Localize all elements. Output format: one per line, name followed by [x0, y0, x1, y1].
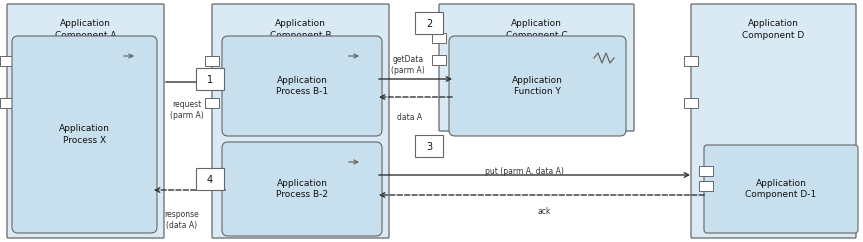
- FancyBboxPatch shape: [12, 36, 157, 233]
- Text: 2: 2: [425, 19, 432, 29]
- Bar: [415, 135, 443, 157]
- FancyBboxPatch shape: [222, 142, 382, 236]
- Bar: [699, 166, 713, 176]
- Text: Application
Component A: Application Component A: [54, 19, 117, 40]
- Bar: [205, 98, 219, 108]
- Text: 4: 4: [207, 175, 213, 185]
- FancyBboxPatch shape: [449, 36, 626, 136]
- Bar: [0, 98, 14, 108]
- Text: getData
(parm A): getData (parm A): [391, 55, 425, 75]
- Bar: [0, 56, 14, 66]
- Text: response
(data A): response (data A): [165, 210, 199, 230]
- Text: Application
Function Y: Application Function Y: [512, 76, 563, 96]
- Bar: [684, 98, 698, 108]
- Bar: [432, 55, 446, 65]
- Bar: [415, 12, 443, 34]
- Text: Application
Process B-1: Application Process B-1: [276, 76, 328, 96]
- Text: Application
Component C: Application Component C: [506, 19, 567, 40]
- FancyBboxPatch shape: [691, 4, 856, 238]
- Text: Application
Component D-1: Application Component D-1: [746, 179, 816, 199]
- FancyBboxPatch shape: [7, 4, 164, 238]
- Text: Application
Process B-2: Application Process B-2: [276, 179, 328, 199]
- FancyBboxPatch shape: [212, 4, 389, 238]
- FancyBboxPatch shape: [439, 4, 634, 131]
- Text: ack: ack: [538, 207, 551, 216]
- Bar: [196, 168, 224, 190]
- Bar: [196, 68, 224, 90]
- Text: put (parm A, data A): put (parm A, data A): [484, 167, 564, 176]
- FancyBboxPatch shape: [704, 145, 858, 233]
- Text: 1: 1: [207, 75, 213, 85]
- Text: Application
Process X: Application Process X: [59, 124, 110, 145]
- Bar: [684, 56, 698, 66]
- Text: Application
Component D: Application Component D: [742, 19, 804, 40]
- Bar: [432, 32, 446, 43]
- Text: request
(parm A): request (parm A): [170, 100, 204, 120]
- Bar: [205, 56, 219, 66]
- Text: data A: data A: [398, 113, 423, 122]
- Bar: [699, 181, 713, 191]
- FancyBboxPatch shape: [222, 36, 382, 136]
- Text: 3: 3: [426, 142, 432, 152]
- Text: Application
Component B: Application Component B: [270, 19, 331, 40]
